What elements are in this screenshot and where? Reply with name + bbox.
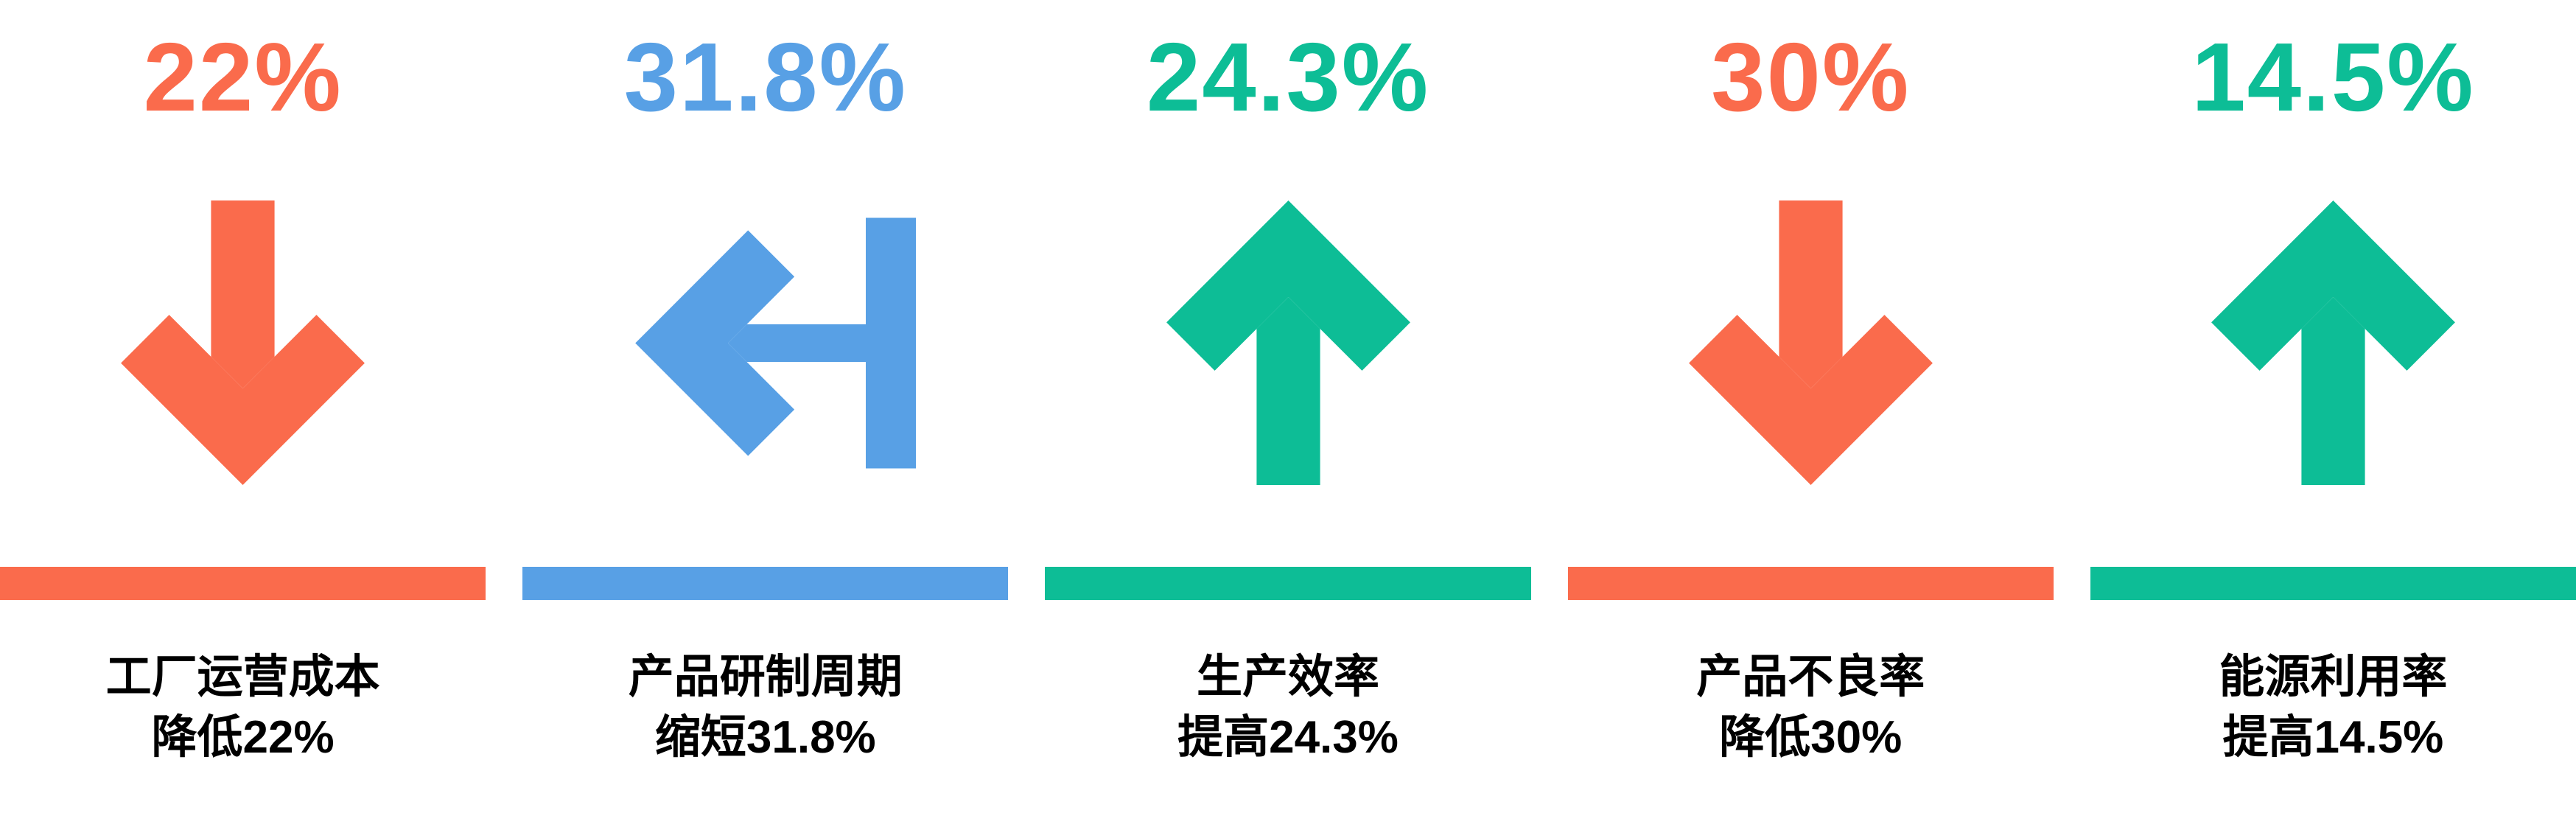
metric-column-production-efficiency: 24.3% 生产效率 提高24.3% (1045, 0, 1531, 813)
metric-label-line1: 产品不良率 (1696, 652, 1925, 702)
arrow-box (116, 192, 370, 494)
metric-label-line1: 能源利用率 (2219, 652, 2448, 702)
arrow-box (615, 192, 916, 494)
metric-underline-bar (1045, 567, 1531, 600)
metric-label-line2: 缩短31.8% (654, 712, 876, 763)
metric-label-line1: 生产效率 (1196, 652, 1379, 702)
metric-label: 工厂运营成本 降低22% (106, 647, 380, 768)
metric-percentage: 31.8% (623, 23, 907, 131)
metric-label-line2: 降低22% (151, 712, 335, 763)
metric-percentage: 24.3% (1146, 23, 1430, 131)
metric-label-line1: 工厂运营成本 (105, 652, 380, 702)
up-arrow-icon (1161, 200, 1415, 485)
left-arrow-to-bar-icon (615, 217, 916, 470)
metric-label-line2: 降低30% (1719, 712, 1903, 763)
metric-column-defect-rate: 30% 产品不良率 降低30% (1567, 0, 2054, 813)
up-arrow-icon (2206, 200, 2460, 485)
metric-percentage: 22% (143, 23, 343, 131)
metric-column-energy-utilization: 14.5% 能源利用率 提高14.5% (2090, 0, 2576, 813)
metric-label-line1: 产品研制周期 (628, 652, 903, 702)
arrow-box (1161, 192, 1415, 494)
metric-label: 能源利用率 提高14.5% (2219, 647, 2447, 768)
down-arrow-icon (116, 200, 370, 485)
metric-column-development-cycle: 31.8% 产品研制周期 缩短31.8% (522, 0, 1009, 813)
arrow-box (2206, 192, 2460, 494)
metric-percentage: 14.5% (2191, 23, 2475, 131)
metric-label: 产品不良率 降低30% (1696, 647, 1925, 768)
metric-underline-bar (2090, 567, 2576, 600)
down-arrow-icon (1684, 200, 1938, 485)
metric-underline-bar (1567, 567, 2054, 600)
arrow-box (1684, 192, 1938, 494)
metric-percentage: 30% (1711, 23, 1911, 131)
metric-underline-bar (522, 567, 1009, 600)
metric-label: 产品研制周期 缩短31.8% (629, 647, 903, 768)
metric-label-line2: 提高14.5% (2222, 712, 2444, 763)
metric-column-factory-cost: 22% 工厂运营成本 降低22% (0, 0, 486, 813)
metric-label: 生产效率 提高24.3% (1177, 647, 1399, 768)
metric-underline-bar (0, 567, 486, 600)
metric-label-line2: 提高24.3% (1177, 712, 1399, 763)
